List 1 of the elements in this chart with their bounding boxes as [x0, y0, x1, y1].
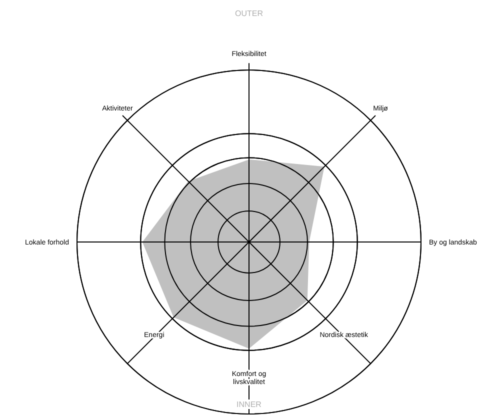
- text: OUTER: [235, 9, 264, 18]
